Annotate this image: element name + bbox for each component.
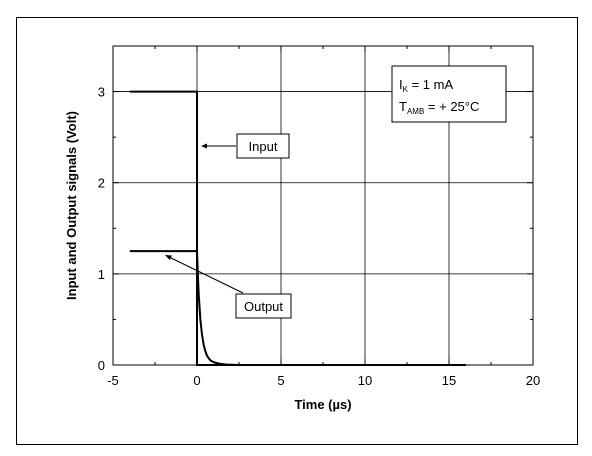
x-axis-label: Time (µs) <box>294 397 351 412</box>
x-tick-label: 5 <box>277 373 284 388</box>
x-tick-label: 10 <box>358 373 372 388</box>
y-axis-label: Input and Output signals (Volt) <box>64 111 79 300</box>
annotation-output: Output <box>165 255 292 319</box>
y-tick-label: 1 <box>98 267 105 282</box>
conditions-box: IK = 1 mA TAMB = + 25°C <box>391 65 507 123</box>
figure-frame <box>16 17 578 445</box>
condition-current: IK = 1 mA <box>399 77 453 94</box>
x-tick-label: 15 <box>442 373 456 388</box>
series-line-input <box>129 90 466 366</box>
condition-temperature: TAMB = + 25°C <box>399 99 479 116</box>
x-tick-label: -5 <box>107 373 119 388</box>
series-lines <box>129 90 466 366</box>
annotation-output-label: Output <box>244 299 283 314</box>
series-line-output <box>129 250 466 366</box>
x-tick-label: 0 <box>193 373 200 388</box>
y-tick-label: 3 <box>98 85 105 100</box>
annotation-input-label: Input <box>249 139 278 154</box>
annotation-input: Input <box>201 133 290 159</box>
y-tick-label: 0 <box>98 358 105 373</box>
x-tick-label: 20 <box>526 373 540 388</box>
y-tick-label: 2 <box>98 176 105 191</box>
